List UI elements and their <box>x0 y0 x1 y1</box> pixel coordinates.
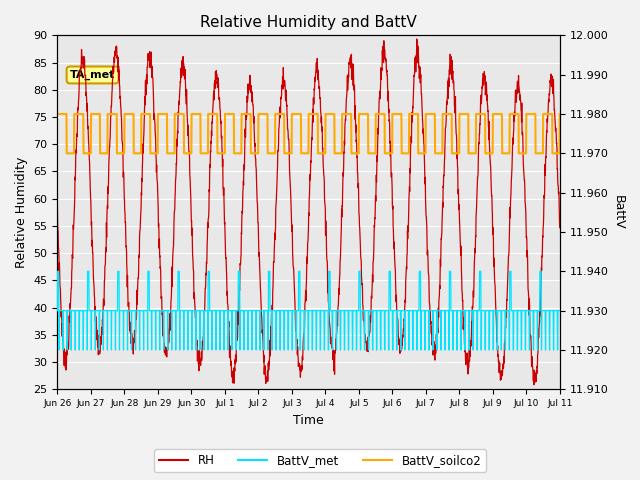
Y-axis label: BattV: BattV <box>612 195 625 229</box>
Title: Relative Humidity and BattV: Relative Humidity and BattV <box>200 15 417 30</box>
Y-axis label: Relative Humidity: Relative Humidity <box>15 156 28 268</box>
X-axis label: Time: Time <box>293 414 324 427</box>
Text: TA_met: TA_met <box>70 70 115 80</box>
Legend: RH, BattV_met, BattV_soilco2: RH, BattV_met, BattV_soilco2 <box>154 449 486 472</box>
